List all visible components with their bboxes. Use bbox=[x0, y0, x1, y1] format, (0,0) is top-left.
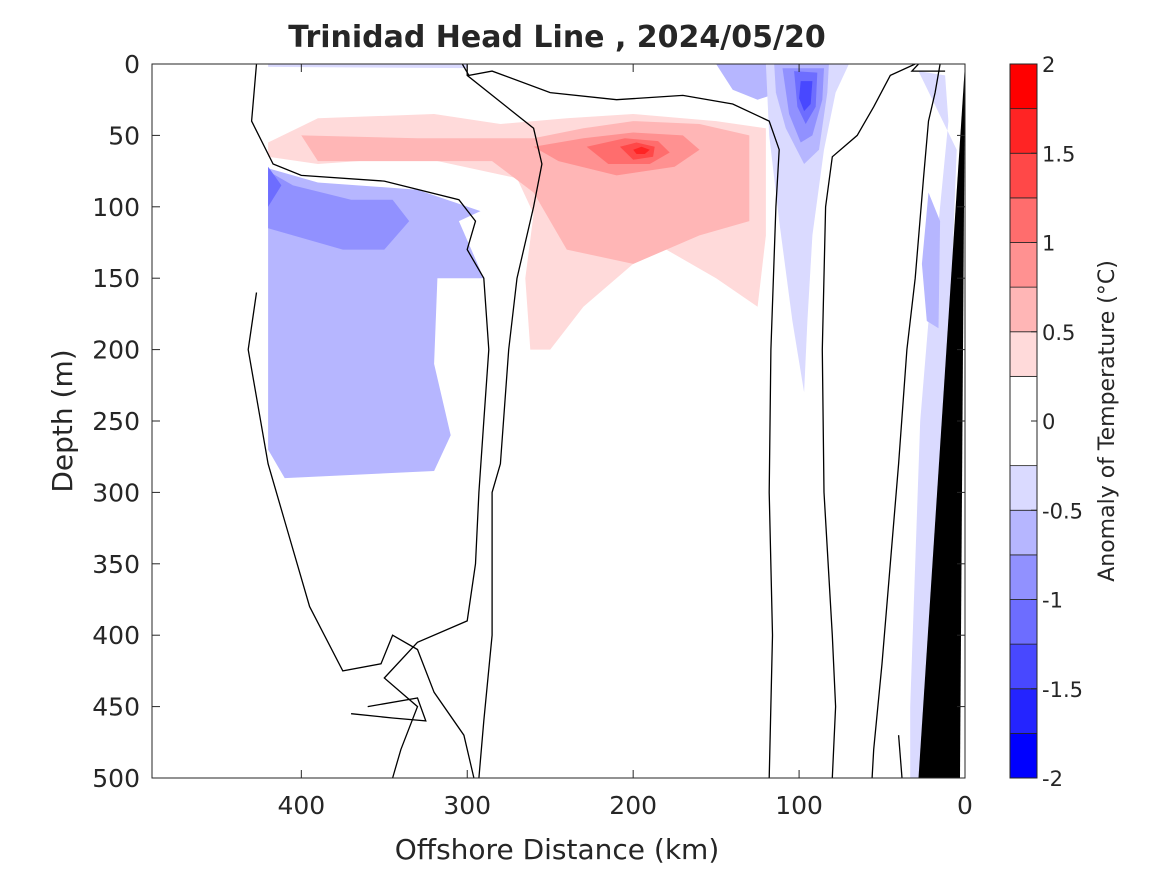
anomaly-region bbox=[268, 166, 282, 207]
chart-title: Trinidad Head Line , 2024/05/20 bbox=[288, 20, 825, 55]
zero-contour bbox=[897, 735, 903, 778]
colorbar-swatch bbox=[1009, 465, 1038, 511]
plot-area bbox=[152, 64, 965, 778]
zero-contour-lines bbox=[247, 64, 946, 778]
anomaly-region bbox=[799, 81, 813, 112]
y-tick-label: 300 bbox=[92, 478, 140, 507]
anomaly-region bbox=[268, 171, 410, 250]
colorbar-tick-label: 2 bbox=[1042, 53, 1055, 77]
colorbar-label: Anomaly of Temperature (°C) bbox=[1095, 260, 1120, 582]
colorbar-swatch bbox=[1009, 509, 1038, 556]
colorbar: 2 1.5 1 0.5 0 -0.5 -1 -1.5 -2 bbox=[1009, 53, 1083, 791]
x-tick-label: 100 bbox=[775, 791, 823, 820]
colorbar-swatch bbox=[1009, 197, 1038, 243]
y-tick-label: 400 bbox=[92, 621, 140, 650]
colorbar-tick-label: -0.5 bbox=[1042, 499, 1083, 523]
colorbar-swatch bbox=[1009, 688, 1038, 734]
colorbar-swatch bbox=[1009, 286, 1038, 333]
colorbar-swatch bbox=[1009, 554, 1038, 600]
zero-contour bbox=[247, 292, 475, 778]
seafloor-bathymetry bbox=[918, 64, 965, 778]
y-tick-label: 250 bbox=[92, 407, 140, 436]
anomaly-region bbox=[921, 192, 941, 329]
x-tick-label: 300 bbox=[443, 791, 491, 820]
colorbar-swatch bbox=[1009, 599, 1038, 645]
anomaly-region bbox=[304, 385, 327, 414]
colorbar-tick-label: 0 bbox=[1042, 410, 1055, 434]
y-tick-label: 100 bbox=[92, 193, 140, 222]
anomaly-region bbox=[867, 595, 874, 624]
anomaly-region bbox=[268, 64, 489, 69]
x-tick-label: 400 bbox=[277, 791, 325, 820]
zero-contour bbox=[351, 697, 427, 722]
y-tick-label: 350 bbox=[92, 550, 140, 579]
colorbar-tick-label: -2 bbox=[1042, 767, 1063, 791]
colorbar-swatch bbox=[1009, 108, 1038, 154]
colorbar-tick-label: -1.5 bbox=[1042, 678, 1083, 702]
y-tick-label: 0 bbox=[124, 50, 140, 79]
y-tick-label: 450 bbox=[92, 693, 140, 722]
zero-contour bbox=[821, 64, 916, 778]
y-axis-label: Depth (m) bbox=[46, 349, 79, 492]
y-tick-label: 500 bbox=[92, 764, 140, 793]
colorbar-tick-label: -1 bbox=[1042, 589, 1063, 613]
colorbar-swatch bbox=[1009, 643, 1038, 690]
x-axis-label: Offshore Distance (km) bbox=[395, 833, 720, 866]
x-tick-label: 200 bbox=[609, 791, 657, 820]
y-tick-label: 200 bbox=[92, 336, 140, 365]
y-tick-label: 50 bbox=[108, 121, 140, 150]
zero-contour bbox=[871, 64, 941, 778]
anomaly-region bbox=[765, 64, 849, 393]
colorbar-tick-label: 0.5 bbox=[1042, 321, 1075, 345]
colorbar-tick-label: 1.5 bbox=[1042, 142, 1075, 166]
colorbar-swatch bbox=[1009, 331, 1038, 377]
x-tick-label: 0 bbox=[957, 791, 973, 820]
colorbar-swatch bbox=[1009, 63, 1038, 110]
colorbar-swatch bbox=[1009, 242, 1038, 288]
colorbar-swatch bbox=[1009, 732, 1038, 779]
y-tick-label: 150 bbox=[92, 264, 140, 293]
anomaly-region bbox=[868, 121, 902, 222]
zero-contour bbox=[250, 64, 490, 778]
colorbar-tick-label: 1 bbox=[1042, 232, 1055, 256]
anomaly-region bbox=[910, 71, 957, 778]
zero-contour bbox=[461, 64, 780, 778]
colorbar-swatch bbox=[1009, 152, 1038, 199]
axes: 400 300 200 100 0 0 50 100 150 200 250 300 350 400 450… bbox=[92, 50, 973, 820]
zero-contour bbox=[910, 64, 946, 72]
zero-contour bbox=[466, 64, 543, 778]
anomaly-region bbox=[633, 146, 650, 154]
